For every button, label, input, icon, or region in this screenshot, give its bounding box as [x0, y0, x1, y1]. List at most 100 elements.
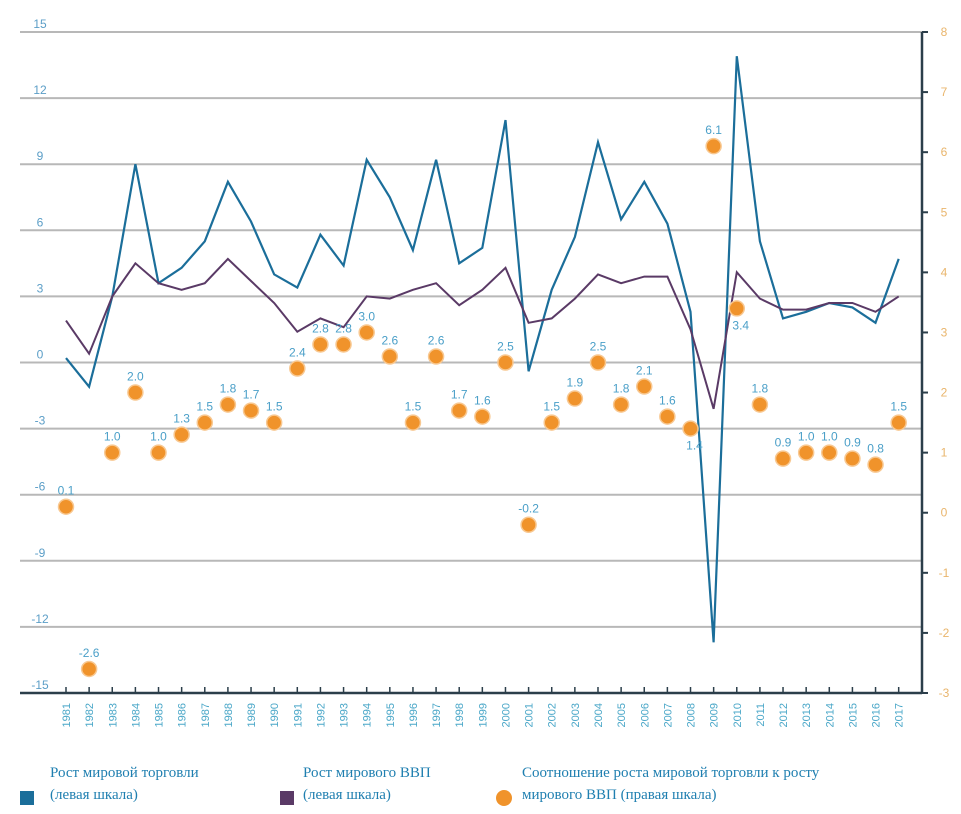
x-tick-label: 1992 — [315, 703, 327, 727]
x-tick-label: 2011 — [755, 703, 767, 727]
x-tick-label: 2002 — [547, 703, 559, 727]
ratio-data-label: 1.0 — [798, 430, 815, 444]
x-tick-label: 2012 — [778, 703, 790, 727]
ratio-point — [774, 450, 792, 467]
x-tick-label: 2016 — [871, 703, 883, 727]
right-tick-label: 4 — [941, 265, 948, 279]
legend-item-trade: Рост мировой торговли (левая шкала) — [50, 762, 199, 806]
left-tick-label: 9 — [37, 149, 44, 163]
ratio-data-label: 2.8 — [312, 321, 329, 335]
legend-trade-line1: Рост мировой торговли — [50, 765, 199, 781]
ratio-data-label: 1.6 — [659, 394, 676, 408]
x-tick-label: 2009 — [709, 703, 721, 727]
right-axis: 8 7 6 5 4 3 2 1 0 -1 -2 -3 — [920, 25, 950, 700]
x-tick-label: 1983 — [107, 703, 119, 727]
right-tick-label: 7 — [941, 85, 948, 99]
ratio-point — [57, 498, 75, 515]
gridlines — [20, 31, 922, 628]
x-tick-label: 1991 — [292, 703, 304, 727]
x-tick-label: 2003 — [570, 703, 582, 727]
ratio-point — [497, 354, 514, 371]
series-layer — [65, 56, 900, 643]
ratio-point — [150, 444, 167, 461]
x-tick-label: 2000 — [500, 703, 512, 727]
ratio-point — [196, 414, 214, 431]
ratio-point — [566, 390, 584, 407]
x-tick-label: 1999 — [477, 703, 489, 727]
ratio-data-label: 1.6 — [474, 394, 491, 408]
ratio-point — [80, 660, 98, 678]
ratio-data-label: -0.2 — [518, 502, 539, 516]
ratio-point — [612, 396, 630, 413]
left-tick-label: -15 — [31, 678, 49, 692]
ratio-point — [705, 137, 722, 155]
right-tick-label: 8 — [941, 25, 948, 39]
x-tick-label: 1984 — [130, 703, 142, 727]
ratio-data-label: 1.8 — [752, 382, 769, 396]
gdp-growth-line — [65, 257, 900, 410]
left-tick-label: 6 — [37, 215, 44, 229]
x-tick-label: 1995 — [385, 703, 397, 727]
right-tick-label: 6 — [941, 145, 948, 159]
x-tick-label: 2007 — [662, 703, 674, 727]
x-tick-label: 2010 — [732, 703, 744, 727]
ratio-data-label: 1.7 — [451, 388, 468, 402]
ratio-points: 0.1 -2.6 1.0 2.0 1.0 1.3 1.5 1.8 1.7 1.5 2.4 2.8 2.8… — [57, 123, 907, 678]
ratio-data-label: 1.0 — [104, 430, 121, 444]
left-tick-label: 3 — [37, 281, 44, 295]
left-tick-label: -9 — [35, 546, 46, 560]
x-tick-label: 2005 — [616, 703, 628, 727]
ratio-data-label: 6.1 — [705, 123, 722, 137]
ratio-data-label: 0.8 — [867, 442, 884, 456]
x-tick-label: 2004 — [593, 703, 605, 727]
ratio-data-label: 2.1 — [636, 364, 653, 378]
ratio-point — [265, 414, 283, 431]
x-tick-label: 1987 — [200, 703, 212, 727]
legend-swatch-ratio — [496, 790, 512, 806]
legend-ratio-line2: мирового ВВП (правая шкала) — [522, 787, 717, 803]
left-tick-label: -6 — [35, 480, 46, 494]
x-tick-label: 1994 — [362, 703, 374, 727]
right-tick-label: 0 — [941, 506, 948, 520]
ratio-data-label: 1.9 — [567, 376, 584, 390]
left-tick-label: 12 — [33, 83, 47, 97]
ratio-data-label: 2.6 — [381, 333, 398, 347]
ratio-point — [427, 348, 445, 365]
ratio-point — [728, 300, 746, 317]
right-tick-label: -3 — [939, 686, 950, 700]
ratio-point — [867, 456, 884, 473]
x-tick-label: 1996 — [408, 703, 420, 727]
legend-swatch-trade — [20, 791, 34, 805]
ratio-point — [821, 444, 838, 461]
legend-swatch-gdp — [280, 791, 294, 805]
ratio-data-label: 1.5 — [543, 400, 560, 414]
legend-trade-line2: (левая шкала) — [50, 787, 138, 803]
ratio-data-label: 2.8 — [335, 321, 352, 335]
ratio-point — [751, 396, 769, 413]
x-tick-label: 1997 — [431, 703, 443, 727]
ratio-data-label: 1.3 — [173, 412, 190, 426]
x-tick-label: 1998 — [454, 703, 466, 727]
ratio-data-label: 3.0 — [358, 309, 375, 323]
ratio-data-label: 1.4 — [686, 439, 703, 453]
legend-gdp-line1: Рост мирового ВВП — [303, 765, 431, 781]
ratio-data-label: 0.9 — [775, 436, 792, 450]
ratio-data-label: 2.5 — [497, 340, 514, 354]
ratio-point — [797, 444, 815, 461]
x-tick-label: 2017 — [894, 703, 906, 727]
ratio-point — [589, 354, 607, 371]
ratio-data-label: 0.1 — [58, 484, 75, 498]
legend-item-gdp: Рост мирового ВВП (левая шкала) — [303, 762, 431, 806]
left-axis-ticks: 15 12 9 6 3 0 -3 -6 -9 -12 -15 — [31, 17, 49, 692]
ratio-data-label: 1.5 — [266, 400, 283, 414]
ratio-data-label: -2.6 — [79, 646, 100, 660]
ratio-data-label: 1.0 — [821, 430, 838, 444]
x-tick-label: 1985 — [154, 703, 166, 727]
ratio-point — [381, 348, 399, 365]
left-tick-label: -3 — [35, 414, 46, 428]
ratio-data-label: 3.4 — [732, 318, 749, 332]
ratio-point — [289, 360, 306, 377]
x-tick-label: 1993 — [339, 703, 351, 727]
legend-item-ratio: Соотношение роста мировой торговли к рос… — [522, 762, 819, 806]
